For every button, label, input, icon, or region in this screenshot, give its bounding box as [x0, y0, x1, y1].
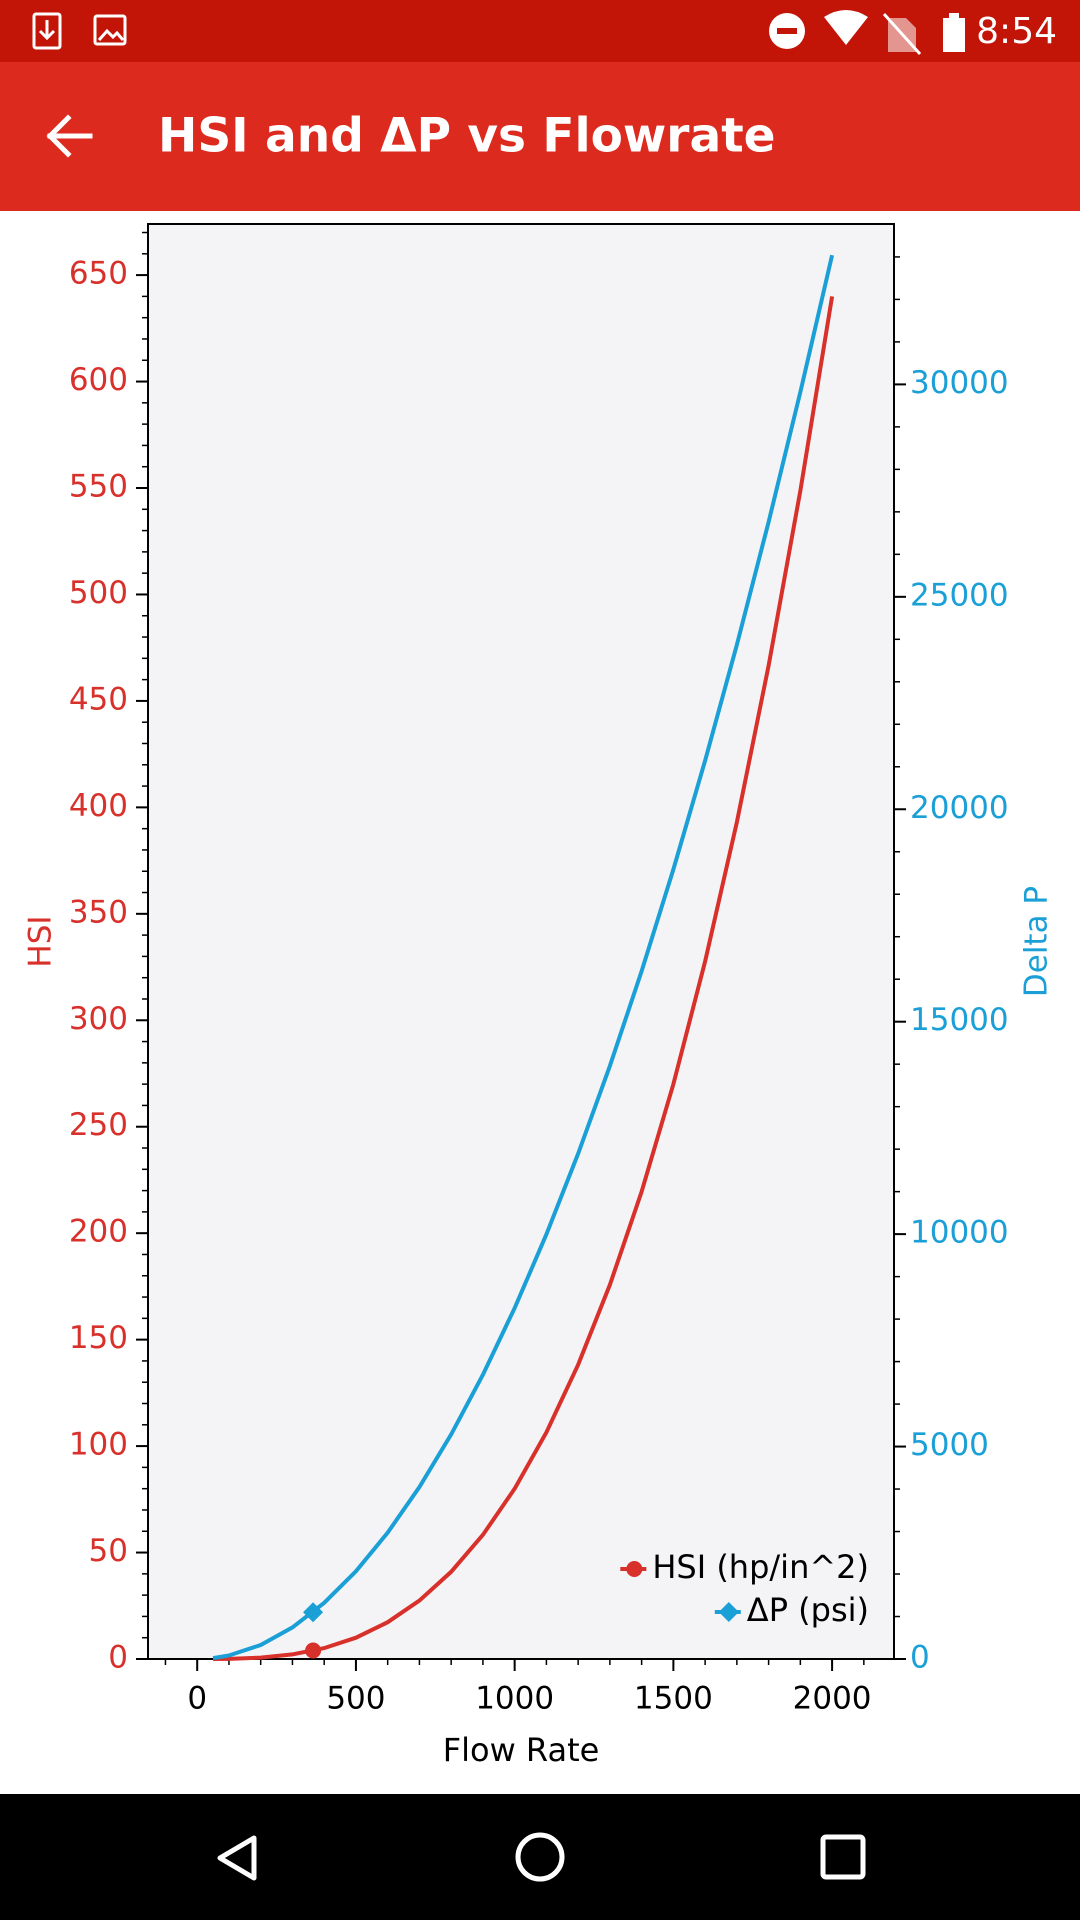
- nav-bar: [0, 1794, 1080, 1920]
- status-icons: [32, 12, 127, 50]
- y-tick-label: 150: [69, 1320, 128, 1356]
- marker: [303, 1602, 324, 1623]
- y2-tick-label: 10000: [910, 1215, 1009, 1251]
- app-title: HSI and ΔP vs Flowrate: [158, 109, 776, 164]
- x-tick-label: 1000: [475, 1681, 554, 1717]
- legend-marker: [626, 1561, 643, 1577]
- y-tick-label: 600: [69, 362, 128, 398]
- y-tick-label: 0: [108, 1640, 128, 1676]
- chart: 0 500 1000 1500 2000050100150200250300350400…: [23, 223, 1055, 1769]
- nav-back[interactable]: [217, 1835, 257, 1881]
- marker: [305, 1642, 322, 1659]
- app-bar: [0, 62, 1080, 211]
- y-tick-label: 500: [69, 575, 128, 611]
- y-tick-label: 350: [69, 894, 128, 930]
- nav-home[interactable]: [515, 1832, 565, 1882]
- y2-tick-label: 15000: [910, 1002, 1009, 1038]
- x-tick-label: 500: [326, 1681, 385, 1717]
- y2-tick-label: 20000: [910, 790, 1009, 826]
- y-tick-label: 200: [69, 1214, 128, 1250]
- plot-area: [147, 223, 895, 1660]
- series-line: [213, 296, 835, 1661]
- y-tick-label: 100: [69, 1427, 128, 1463]
- y-tick-label: 250: [69, 1107, 128, 1143]
- y-tick-label: 550: [69, 469, 128, 505]
- y2-tick-label: 0: [910, 1640, 930, 1676]
- x-tick-label: 2000: [793, 1681, 872, 1717]
- status-time: 8:54: [976, 11, 1057, 52]
- series-line: [212, 254, 835, 1661]
- status-right-icons: [769, 10, 965, 56]
- y-tick-label: 450: [69, 681, 128, 717]
- y-tick-label: 300: [69, 1001, 128, 1037]
- legend-marker: [718, 1602, 739, 1622]
- y2-tick-label: 25000: [910, 577, 1009, 613]
- y-tick-label: 400: [69, 788, 128, 824]
- legend-label: HSI (hp/in^2): [652, 1548, 869, 1586]
- y-tick-label: 50: [89, 1533, 128, 1569]
- x-axis-label: Flow Rate: [443, 1731, 600, 1769]
- y2-tick-label: 5000: [910, 1427, 989, 1463]
- x-tick-label: 0: [187, 1681, 207, 1717]
- x-tick-label: 1500: [634, 1681, 713, 1717]
- y-tick-label: 650: [69, 256, 128, 292]
- legend-label: ΔP (psi): [747, 1591, 869, 1629]
- y2-tick-label: 30000: [910, 365, 1009, 401]
- y-axis-label: HSI: [23, 915, 59, 967]
- back-button[interactable]: [46, 114, 93, 158]
- y2-axis-label: Delta P: [1019, 886, 1055, 997]
- nav-recents[interactable]: [820, 1834, 866, 1880]
